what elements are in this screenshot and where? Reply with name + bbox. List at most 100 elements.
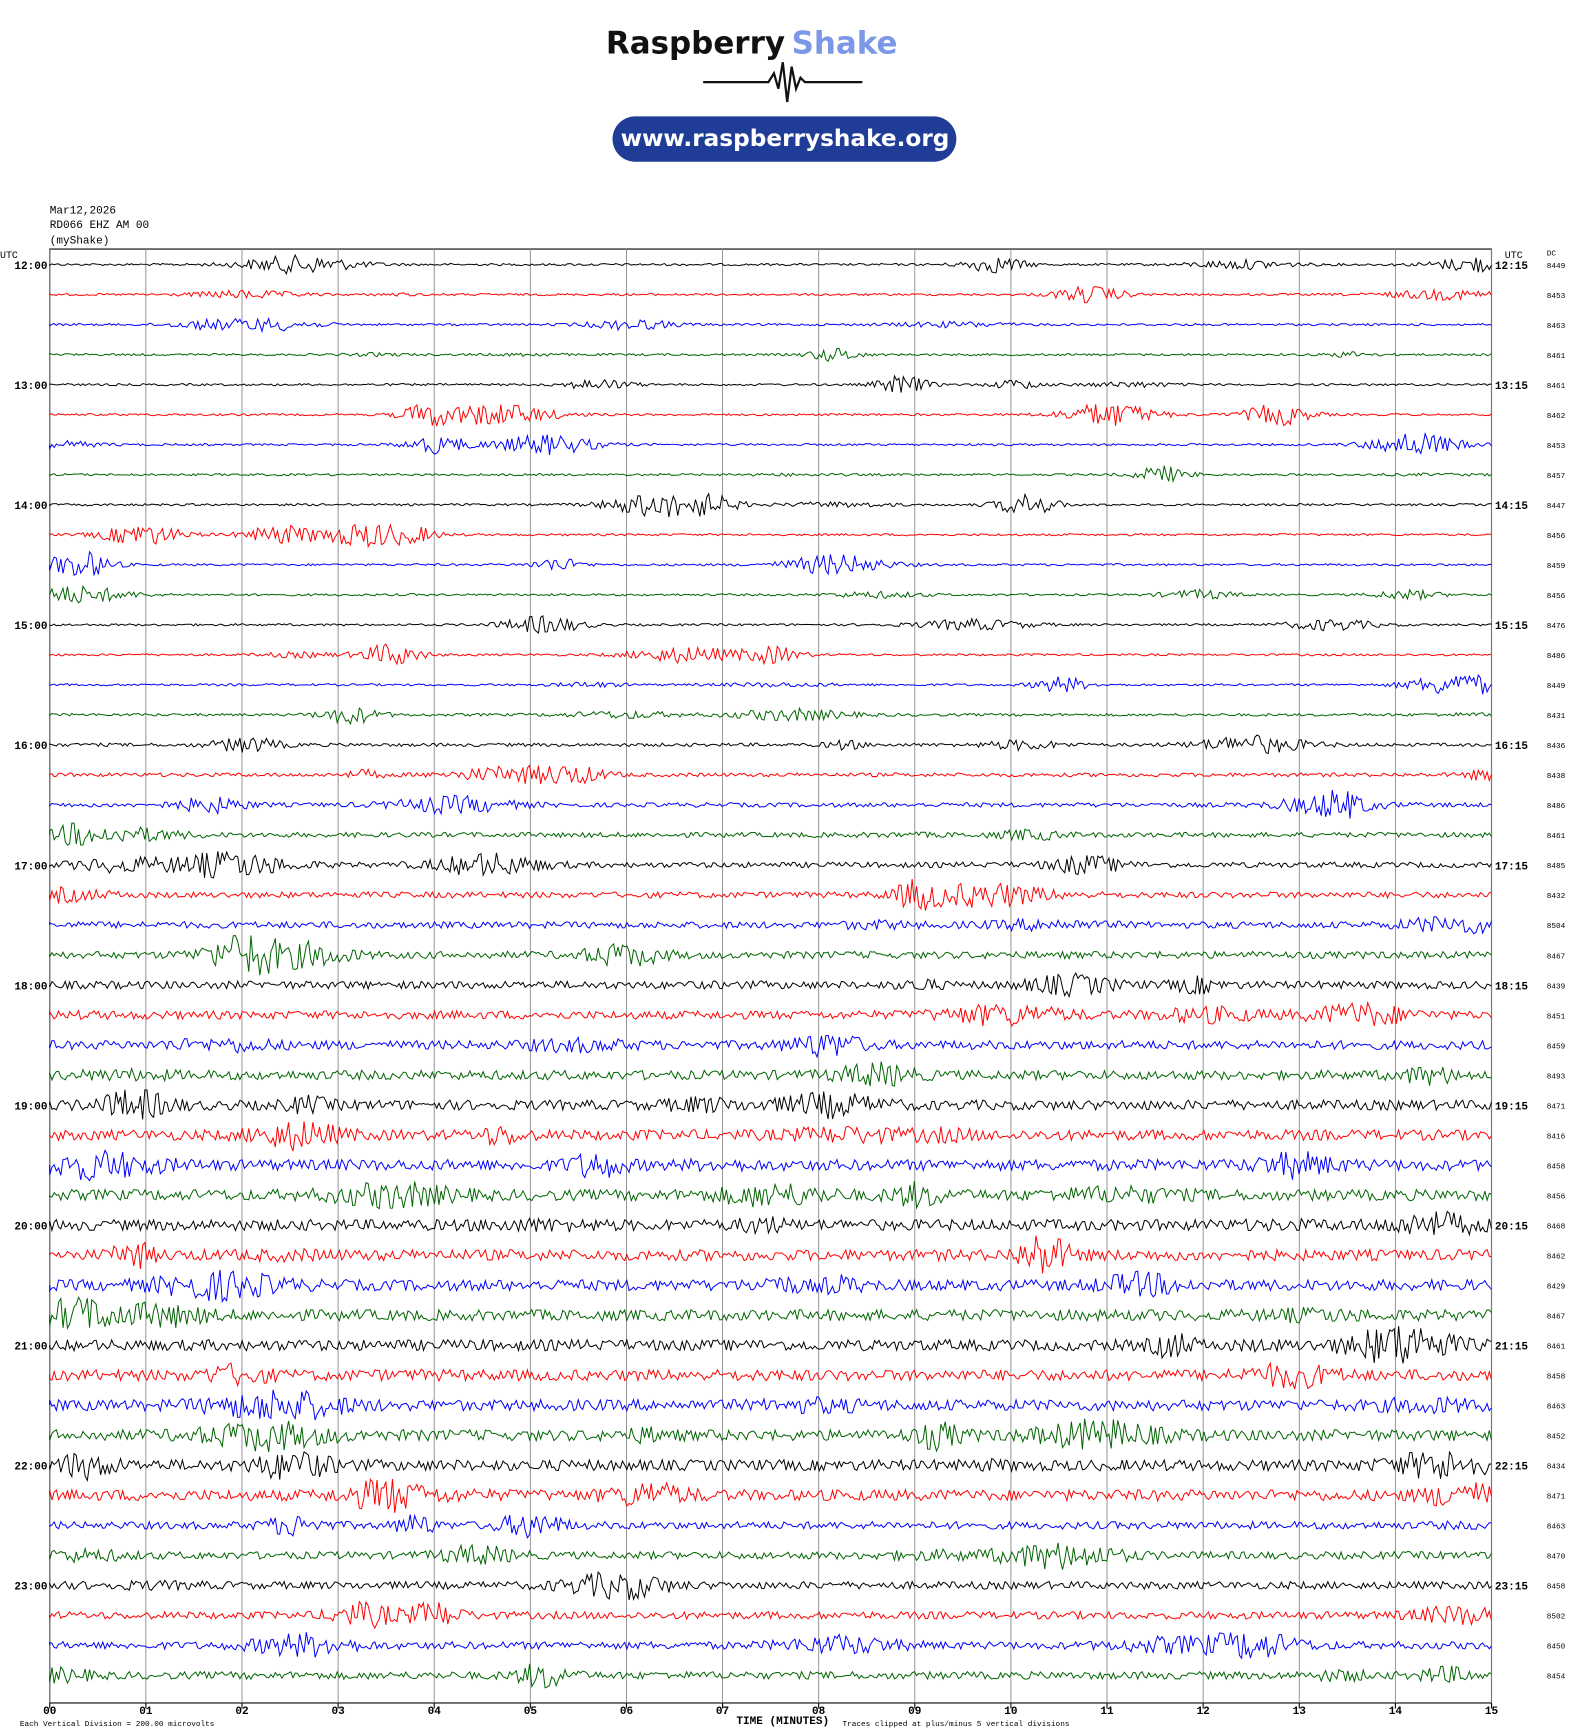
- dc-value: 8451: [1547, 1013, 1566, 1021]
- x-tick-label: 09: [908, 1706, 921, 1718]
- trace: [49, 1269, 1492, 1304]
- x-tick-label: 11: [1100, 1706, 1114, 1718]
- dc-value: 8504: [1547, 923, 1566, 931]
- right-time-label: 16:15: [1495, 741, 1529, 753]
- station-source: (myShake): [50, 236, 110, 248]
- trace: [49, 585, 1492, 604]
- right-time-label: 23:15: [1495, 1582, 1529, 1594]
- url[interactable]: www.raspberryshake.org: [621, 125, 950, 152]
- dc-value: 8449: [1547, 683, 1566, 691]
- dc-value: 8486: [1547, 653, 1566, 661]
- trace: [49, 1542, 1492, 1570]
- dc-value: 8467: [1547, 953, 1566, 961]
- trace: [49, 916, 1492, 935]
- trace: [49, 615, 1492, 634]
- trace: [49, 431, 1492, 455]
- trace: [49, 1296, 1492, 1330]
- brand-accent: Shake: [792, 25, 898, 61]
- right-time-label: 12:15: [1495, 261, 1529, 273]
- trace: [49, 374, 1492, 393]
- left-axis-title: UTC: [0, 250, 18, 261]
- trace: [49, 1181, 1492, 1210]
- x-tick-label: 03: [331, 1706, 345, 1718]
- x-tick-label: 12: [1197, 1706, 1210, 1718]
- x-tick-label: 13: [1293, 1706, 1307, 1718]
- trace: [49, 492, 1492, 518]
- dc-value: 8470: [1547, 1554, 1566, 1562]
- footnote-clip: Traces clipped at plus/minus 5 vertical …: [842, 1721, 1069, 1729]
- trace: [49, 789, 1492, 819]
- trace: [49, 1121, 1492, 1152]
- url-pill[interactable]: [612, 116, 957, 162]
- dc-value: 8459: [1547, 563, 1566, 571]
- right-time-label: 22:15: [1495, 1462, 1529, 1474]
- left-time-label: 15:00: [14, 621, 47, 633]
- x-tick-label: 01: [139, 1706, 153, 1718]
- x-tick-label: 04: [428, 1706, 442, 1718]
- left-time-label: 23:00: [14, 1582, 47, 1594]
- right-time-label: 19:15: [1495, 1101, 1529, 1113]
- trace: [49, 822, 1492, 846]
- trace: [49, 1210, 1492, 1237]
- right-time-label: 15:15: [1495, 621, 1529, 633]
- dc-value: 8463: [1547, 1404, 1566, 1412]
- dc-value: 8471: [1547, 1494, 1566, 1502]
- dc-value: 8476: [1547, 623, 1566, 631]
- trace: [49, 1478, 1492, 1513]
- trace: [49, 523, 1492, 549]
- dc-value: 8456: [1547, 593, 1566, 601]
- trace: [49, 1513, 1492, 1539]
- left-time-label: 17:00: [14, 861, 47, 873]
- trace: [49, 935, 1492, 976]
- trace: [49, 465, 1492, 484]
- dc-value: 8463: [1547, 1524, 1566, 1532]
- x-tick-label: 10: [1004, 1706, 1017, 1718]
- dc-value: 8452: [1547, 1434, 1566, 1442]
- dc-value: 8438: [1547, 773, 1566, 781]
- trace: [49, 764, 1492, 785]
- dc-value: 8450: [1547, 1644, 1566, 1652]
- left-time-label: 12:00: [14, 261, 47, 273]
- dc-value: 8461: [1547, 1343, 1566, 1351]
- dc-value: 8416: [1547, 1133, 1566, 1141]
- trace: [49, 1570, 1492, 1602]
- trace: [49, 1326, 1492, 1364]
- x-tick-label: 00: [43, 1706, 56, 1718]
- dc-value: 8461: [1547, 353, 1566, 361]
- trace: [49, 706, 1492, 726]
- dc-title: DC: [1547, 251, 1557, 259]
- trace: [49, 316, 1492, 334]
- left-time-label: 18:00: [14, 981, 47, 993]
- dc-value: 8449: [1547, 263, 1566, 271]
- left-time-label: 13:00: [14, 381, 47, 393]
- station-channel: RD066 EHZ AM 00: [50, 220, 149, 232]
- trace: [49, 1389, 1492, 1421]
- trace: [49, 1034, 1492, 1059]
- dc-value: 8486: [1547, 803, 1566, 811]
- dc-value: 8458: [1547, 1163, 1566, 1171]
- dc-value: 8456: [1547, 1193, 1566, 1201]
- dc-value: 8468: [1547, 1223, 1566, 1231]
- right-time-label: 13:15: [1495, 381, 1529, 393]
- right-time-label: 17:15: [1495, 861, 1529, 873]
- trace: [49, 550, 1492, 576]
- plot-frame: [49, 248, 1493, 1704]
- left-time-label: 16:00: [14, 741, 47, 753]
- trace: [49, 1235, 1492, 1274]
- dc-value: 8432: [1547, 893, 1566, 901]
- trace: [49, 1663, 1492, 1689]
- dc-value: 8471: [1547, 1103, 1566, 1111]
- x-tick-label: 06: [620, 1706, 634, 1718]
- dc-value: 8462: [1547, 1253, 1566, 1261]
- dc-value: 8456: [1547, 533, 1566, 541]
- trace: [49, 1450, 1492, 1483]
- trace: [49, 1632, 1492, 1660]
- right-time-label: 14:15: [1495, 501, 1529, 513]
- trace: [49, 1089, 1492, 1120]
- trace: [49, 253, 1492, 276]
- dc-value: 8457: [1547, 473, 1566, 481]
- dc-value: 8462: [1547, 413, 1566, 421]
- left-time-label: 22:00: [14, 1462, 47, 1474]
- logo-wave: [703, 62, 863, 103]
- right-axis-title: UTC: [1505, 250, 1523, 261]
